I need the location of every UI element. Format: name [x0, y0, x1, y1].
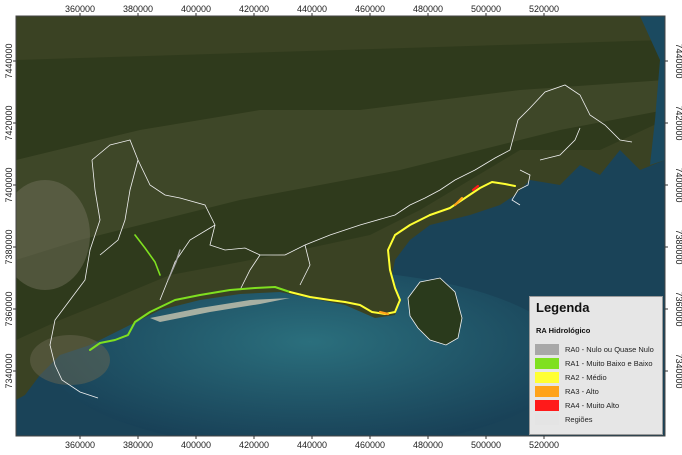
legend-subtitle: RA Hidrológico	[536, 326, 591, 335]
legend-label: RA0 - Nulo ou Quase Nulo	[565, 344, 654, 354]
map-border	[15, 15, 666, 437]
y-tick-label: 7420000	[674, 105, 682, 140]
y-tick-label: 7420000	[4, 105, 14, 140]
x-tick-label: 380000	[123, 4, 153, 14]
legend-item-ra0: RA0 - Nulo ou Quase Nulo	[535, 343, 654, 355]
x-axis-bottom-labels: 360000 380000 400000 420000 440000 46000…	[65, 440, 559, 450]
axis-tick-marks	[13, 13, 668, 439]
x-tick-label: 520000	[529, 4, 559, 14]
legend-swatch	[535, 413, 559, 425]
y-tick-label: 7340000	[4, 353, 14, 388]
x-tick-label: 400000	[181, 440, 211, 450]
legend-label: RA4 - Muito Alto	[565, 400, 620, 410]
legend-item-ra3: RA3 - Alto	[535, 385, 599, 397]
y-tick-label: 7440000	[674, 43, 682, 78]
legend-label: RA2 - Médio	[565, 372, 607, 382]
x-tick-label: 440000	[297, 4, 327, 14]
map-legend: Legenda RA Hidrológico RA0 - Nulo ou Qua…	[529, 296, 663, 435]
y-axis-left-labels: 7440000 7420000 7400000 7380000 7360000 …	[4, 43, 14, 388]
region-boundaries	[49, 84, 633, 399]
x-tick-label: 420000	[239, 440, 269, 450]
x-tick-label: 480000	[413, 440, 443, 450]
legend-item-ra1: RA1 - Muito Baixo e Baixo	[535, 357, 653, 369]
x-tick-label: 460000	[355, 4, 385, 14]
legend-swatch	[535, 385, 559, 397]
legend-item-ra4: RA4 - Muito Alto	[535, 399, 619, 411]
y-tick-label: 7340000	[674, 353, 682, 388]
y-tick-label: 7360000	[4, 291, 14, 326]
x-tick-label: 360000	[65, 4, 95, 14]
legend-swatch	[535, 399, 559, 411]
x-tick-label: 400000	[181, 4, 211, 14]
y-tick-label: 7400000	[674, 167, 682, 202]
x-tick-label: 520000	[529, 440, 559, 450]
x-tick-label: 500000	[471, 4, 501, 14]
legend-label: RA1 - Muito Baixo e Baixo	[565, 358, 653, 368]
y-tick-label: 7400000	[4, 167, 14, 202]
satellite-basemap	[16, 16, 665, 436]
x-tick-label: 380000	[123, 440, 153, 450]
legend-swatch	[535, 371, 559, 383]
x-tick-label: 420000	[239, 4, 269, 14]
y-tick-label: 7360000	[674, 291, 682, 326]
y-tick-label: 7440000	[4, 43, 14, 78]
x-tick-label: 460000	[355, 440, 385, 450]
y-axis-right-labels: 7440000 7420000 7400000 7380000 7360000 …	[674, 43, 682, 388]
x-tick-label: 500000	[471, 440, 501, 450]
legend-label: Regiões	[565, 414, 593, 424]
legend-item-ra2: RA2 - Médio	[535, 371, 607, 383]
y-tick-label: 7380000	[674, 229, 682, 264]
y-tick-label: 7380000	[4, 229, 14, 264]
coastline-risk-lines	[89, 181, 516, 351]
x-axis-top-labels: 360000 380000 400000 420000 440000 46000…	[65, 4, 559, 14]
legend-item-regioes: Regiões	[535, 413, 593, 425]
legend-label: RA3 - Alto	[565, 386, 599, 396]
x-tick-label: 480000	[413, 4, 443, 14]
legend-title: Legenda	[536, 300, 590, 315]
legend-swatch	[535, 357, 559, 369]
x-tick-label: 360000	[65, 440, 95, 450]
legend-swatch	[535, 343, 559, 355]
x-tick-label: 440000	[297, 440, 327, 450]
